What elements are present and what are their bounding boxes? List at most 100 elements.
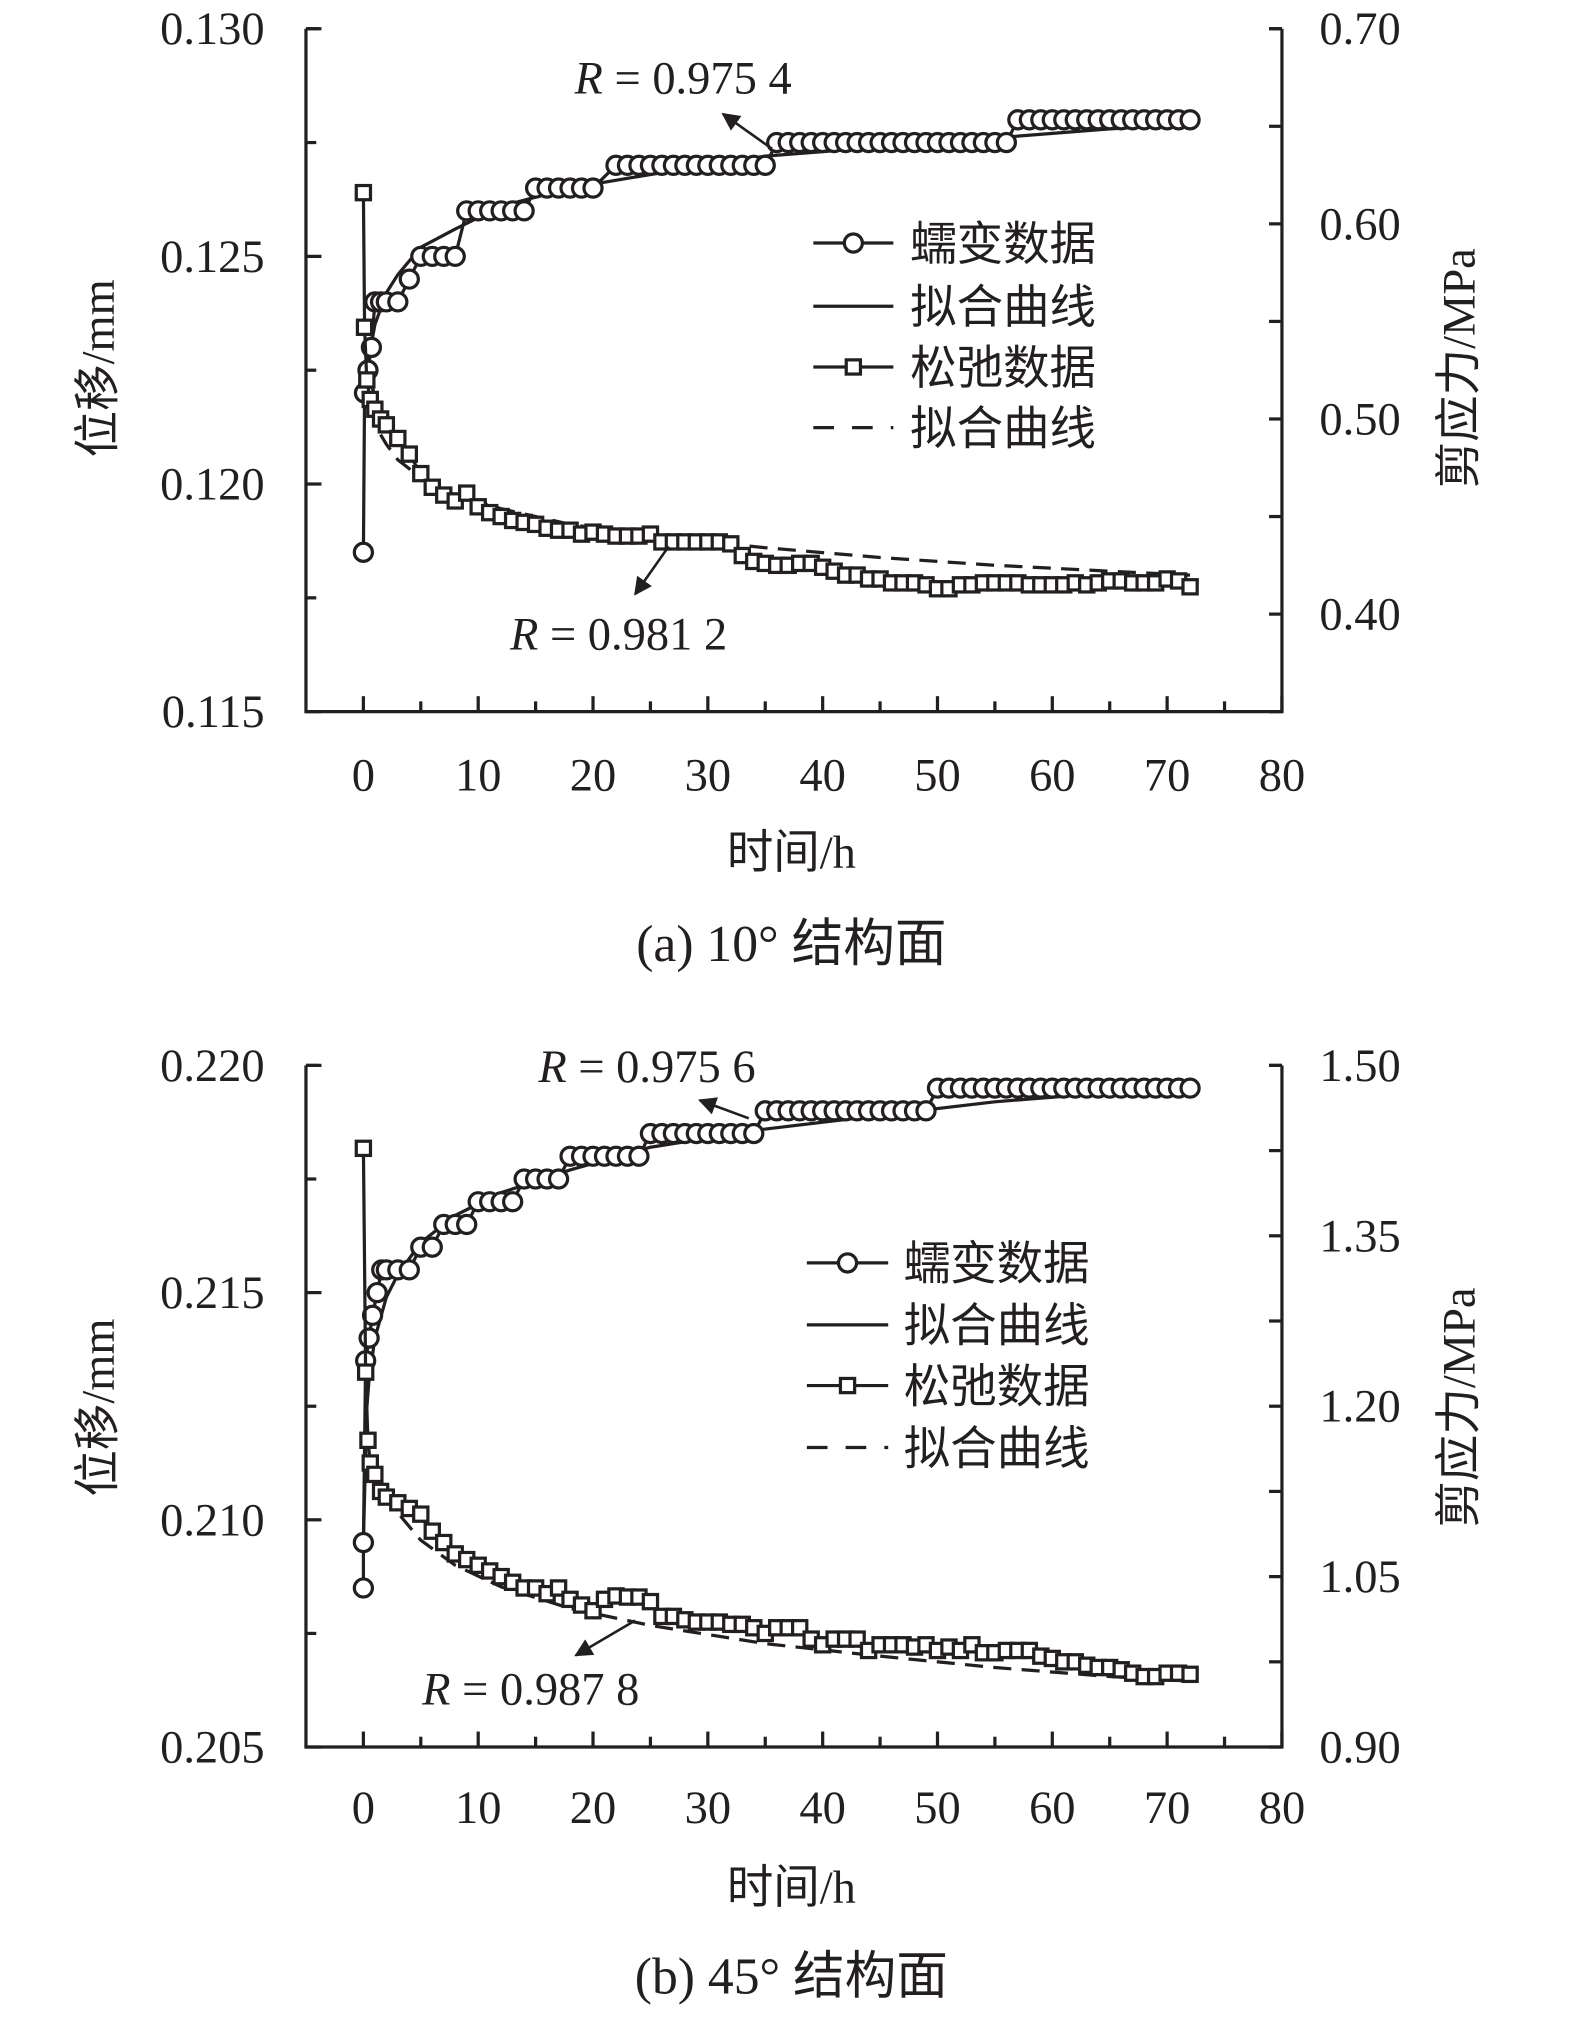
plot-axes [304, 1065, 1284, 1749]
relaxation-data-point [412, 464, 430, 483]
x-tick-label: 70 [1144, 750, 1190, 801]
left-tick-label: 0.120 [160, 460, 265, 511]
right-tick-label: 0.40 [1319, 590, 1400, 641]
right-tick-label: 1.35 [1319, 1211, 1400, 1262]
x-tick-label: 50 [914, 1783, 960, 1834]
creep-data-point [501, 1191, 524, 1213]
relaxation-data-point [641, 1592, 660, 1611]
right-axis-title: 剪应力/MPa [1434, 1287, 1485, 1527]
legend-label: 松弛数据 [904, 1362, 1090, 1413]
x-tick-label: 0 [352, 1783, 375, 1834]
relaxation-data-point [400, 445, 419, 463]
annotation-arrow [721, 112, 773, 150]
x-tick-label: 60 [1029, 1783, 1075, 1834]
relaxation-data-point [412, 1505, 430, 1523]
x-tick-label: 40 [799, 1783, 845, 1834]
creep-data-point [387, 291, 409, 313]
relaxation-data-point [358, 371, 376, 389]
r-value-annotation: R = 0.975 6 [537, 1042, 755, 1093]
creep-data-point [421, 1236, 443, 1258]
creep-data-point [352, 541, 375, 563]
left-tick-label: 0.210 [160, 1495, 265, 1546]
relaxation-data-point [1181, 578, 1199, 596]
r-value-annotation: R = 0.975 4 [573, 53, 791, 104]
legend-circle-marker [836, 1252, 859, 1274]
creep-data-point [628, 1145, 650, 1167]
r-value-annotation: R = 0.981 2 [509, 610, 727, 661]
right-axis-title: 剪应力/MPa [1434, 248, 1485, 488]
x-tick-label: 20 [570, 1783, 616, 1834]
right-tick-label: 0.70 [1319, 4, 1400, 55]
left-tick-label: 0.215 [160, 1268, 265, 1319]
figure-caption: (a) 10° 结构面 [636, 916, 946, 973]
creep-data-point [366, 1281, 388, 1304]
legend-label: 拟合曲线 [904, 1424, 1090, 1475]
legend-square-marker [838, 1376, 857, 1395]
creep-data-point [743, 1122, 765, 1145]
x-tick-label: 10 [455, 1783, 501, 1834]
relaxation-data-point [389, 429, 407, 448]
annotation-arrow [698, 1097, 750, 1120]
right-tick-label: 1.05 [1319, 1552, 1400, 1603]
annotation-arrow [574, 1619, 636, 1657]
left-axis-title: 位移/mm [74, 1318, 125, 1496]
creep-data-point [582, 177, 604, 199]
x-axis-title: 时间/h [727, 828, 856, 879]
creep-data-point [398, 268, 420, 290]
left-tick-label: 0.220 [160, 1041, 265, 1092]
creep-data-point [995, 131, 1018, 154]
x-tick-label: 40 [799, 750, 845, 801]
right-tick-label: 0.50 [1319, 394, 1400, 445]
left-tick-label: 0.125 [160, 232, 265, 283]
legend-circle-marker [842, 232, 864, 254]
relaxation-data-point [354, 183, 373, 202]
relaxation-data-point [354, 1139, 373, 1158]
creep-data-point [456, 1213, 478, 1236]
legend-square-marker [844, 358, 863, 376]
legend-label: 松弛数据 [910, 344, 1096, 395]
left-tick-label: 0.130 [160, 4, 265, 55]
creep-data-point [513, 200, 535, 222]
left-tick-label: 0.115 [162, 687, 265, 738]
x-tick-label: 50 [914, 750, 960, 801]
creep-data-point [1179, 1077, 1201, 1099]
creep-data-point [358, 1327, 380, 1349]
legend-label: 蠕变数据 [910, 219, 1096, 271]
r-value-annotation: R = 0.987 8 [421, 1664, 639, 1715]
relaxation-data-point [366, 1465, 384, 1484]
x-tick-label: 10 [455, 750, 501, 801]
left-tick-label: 0.205 [160, 1723, 265, 1774]
relaxation-fit-curve [384, 1490, 1191, 1683]
creep-data-point [352, 1577, 375, 1599]
relaxation-data-point [359, 1431, 377, 1450]
creep-data-line [361, 118, 1191, 553]
x-tick-label: 30 [685, 1783, 731, 1834]
chart-a: 0 10 20 30 40 50 60 70 80 0.115 0.120 0.125 0.130 0.4… [74, 4, 1486, 973]
x-tick-label: 20 [570, 750, 616, 801]
creep-data-point [444, 245, 466, 268]
relaxation-data-point [355, 318, 374, 336]
relaxation-data-point [356, 1363, 375, 1381]
creep-data-point [915, 1100, 937, 1122]
x-tick-label: 30 [685, 750, 731, 801]
right-tick-label: 0.90 [1319, 1723, 1400, 1774]
relaxation-fit-curve [379, 433, 1191, 577]
x-tick-label: 60 [1029, 750, 1075, 801]
chart-b: 0 10 20 30 40 50 60 70 80 0.205 0.210 0.215 0.220 0.9… [74, 1041, 1486, 2006]
right-tick-label: 1.20 [1319, 1382, 1400, 1433]
relaxation-data-point [1181, 1665, 1199, 1684]
plot-axes [304, 28, 1284, 714]
relaxation-data-point [457, 484, 476, 502]
right-tick-label: 1.50 [1319, 1041, 1400, 1092]
relaxation-data-point [377, 416, 396, 434]
creep-data-point [398, 1259, 420, 1281]
right-tick-label: 0.60 [1319, 199, 1400, 250]
left-axis-title: 位移/mm [74, 279, 125, 457]
x-tick-label: 70 [1144, 1783, 1190, 1834]
x-axis-title: 时间/h [727, 1863, 856, 1914]
creep-data-point [547, 1168, 570, 1190]
creep-data-point [754, 154, 776, 176]
